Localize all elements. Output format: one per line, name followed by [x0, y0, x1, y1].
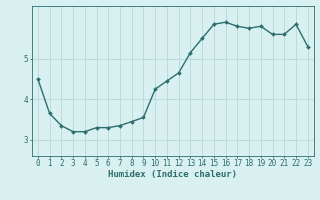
- X-axis label: Humidex (Indice chaleur): Humidex (Indice chaleur): [108, 170, 237, 179]
